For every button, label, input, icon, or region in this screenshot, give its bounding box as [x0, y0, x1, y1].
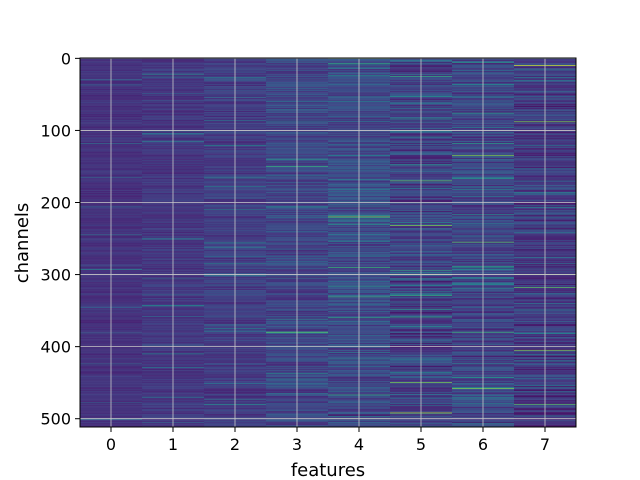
- x-tick-label: 6: [478, 435, 488, 454]
- y-axis-label: channels: [12, 203, 33, 284]
- x-tick-label: 0: [106, 435, 116, 454]
- y-tick-label: 0: [61, 49, 71, 68]
- x-tick-label: 4: [354, 435, 364, 454]
- y-tick-label: 500: [40, 410, 71, 429]
- x-tick-label: 5: [416, 435, 426, 454]
- x-tick-label: 1: [168, 435, 178, 454]
- y-tick-label: 400: [40, 338, 71, 357]
- plot-frame: [79, 57, 577, 428]
- x-tick-label: 2: [230, 435, 240, 454]
- grid-lines: [80, 57, 576, 427]
- y-axis-ticks: 0 100 200 300 400 500: [40, 49, 80, 429]
- x-tick-label: 3: [292, 435, 302, 454]
- x-axis-label: features: [291, 460, 365, 480]
- y-tick-label: 200: [40, 194, 71, 213]
- y-tick-label: 300: [40, 266, 71, 285]
- heatmap-cells: [80, 58, 577, 428]
- x-axis-ticks: 0 1 2 3 4 5 6 7: [106, 427, 550, 454]
- x-tick-label: 7: [540, 435, 550, 454]
- y-tick-label: 100: [40, 121, 71, 140]
